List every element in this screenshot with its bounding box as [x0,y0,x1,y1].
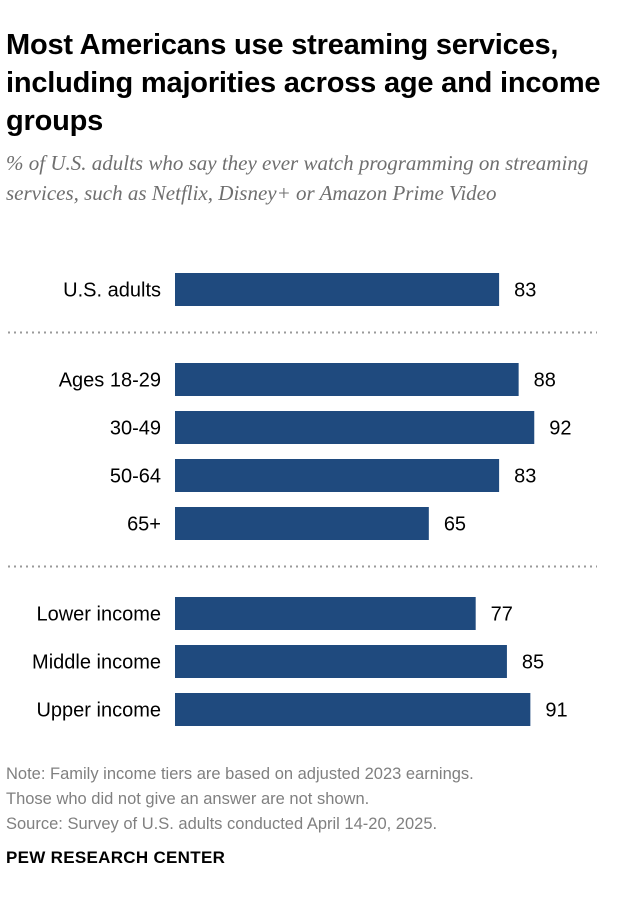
value-label: 88 [534,370,556,392]
chart-notes: Note: Family income tiers are based on a… [6,762,606,837]
category-label: U.S. adults [63,280,161,302]
bar [175,273,500,306]
value-label: 92 [549,418,571,440]
category-label: 65+ [127,514,161,536]
chart-title: Most Americans use streaming services, i… [6,29,601,137]
value-label: 83 [514,466,536,488]
bar [175,693,531,726]
bar [175,597,476,630]
category-label: 50-64 [110,466,161,488]
source-line: Source: Survey of U.S. adults conducted … [6,815,438,833]
category-label: Lower income [36,604,161,626]
value-label: 85 [522,652,544,674]
note-line-1: Note: Family income tiers are based on a… [6,765,474,783]
category-label: Middle income [32,652,161,674]
category-label: Ages 18-29 [59,370,161,392]
value-label: 83 [514,280,536,302]
bar [175,645,507,678]
value-label: 65 [444,514,466,536]
bar-chart: U.S. adults 83 Ages 18-29 88 30-49 92 50-64 83 6… [8,273,597,726]
bar [175,459,500,492]
brand-logo-text: PEW RESEARCH CENTER [6,848,226,867]
bar [175,507,429,540]
value-label: 77 [491,604,513,626]
category-label: Upper income [36,700,161,722]
bar [175,411,535,444]
note-line-2: Those who did not give an answer are not… [6,790,370,808]
category-label: 30-49 [110,418,161,440]
bar [175,363,519,396]
value-label: 91 [545,700,567,722]
chart-subtitle: % of U.S. adults who say they ever watch… [6,151,589,205]
